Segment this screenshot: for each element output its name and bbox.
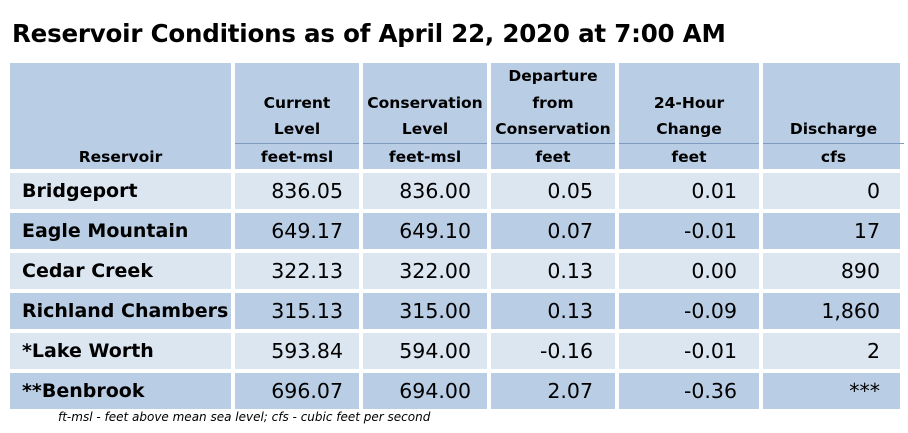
table-row: Richland Chambers 315.13 315.00 0.13 -0.09 1,…	[10, 293, 900, 329]
cell-conservation-level: 694.00	[399, 379, 471, 403]
header-reservoir: Reservoir	[10, 63, 231, 172]
table-body: Bridgeport 836.05 836.00 0.05 0.01 0 Eagle Mou…	[10, 173, 900, 409]
header-conservation-line1: Conservation	[367, 93, 483, 112]
header-departure-line2: from	[532, 93, 574, 112]
cell-reservoir-name: Cedar Creek	[22, 260, 153, 282]
cell-discharge: 1,860	[821, 299, 880, 323]
cell-reservoir-name: *Lake Worth	[22, 340, 154, 362]
page-title: Reservoir Conditions as of April 22, 202…	[12, 19, 726, 48]
cell-current-level: 836.05	[271, 179, 343, 203]
header-24hour-change: 24-Hour Change feet	[619, 63, 759, 172]
header-reservoir-label: Reservoir	[78, 147, 163, 166]
table-row: *Lake Worth 593.84 594.00 -0.16 -0.01 2	[10, 333, 900, 369]
cell-reservoir-name: **Benbrook	[22, 380, 145, 402]
header-discharge-label: Discharge	[789, 120, 878, 138]
cell-departure: 0.13	[547, 259, 593, 283]
header-current-unit: feet-msl	[235, 142, 359, 171]
header-discharge: Discharge cfs	[763, 63, 904, 172]
cell-departure: 0.05	[547, 179, 593, 203]
header-current-line1: Current	[263, 93, 331, 112]
cell-discharge: 0	[866, 179, 880, 203]
table-row: Cedar Creek 322.13 322.00 0.13 0.00 890	[10, 253, 900, 289]
header-departure: Departure from Conservation feet	[491, 63, 615, 172]
cell-24hour-change: -0.01	[683, 339, 737, 363]
cell-departure: 2.07	[547, 379, 593, 403]
cell-departure: 0.13	[547, 299, 593, 323]
cell-conservation-level: 315.00	[399, 299, 471, 323]
header-change-line2: Change	[656, 120, 722, 138]
header-departure-line1: Departure	[508, 67, 598, 85]
table-header: Reservoir Current Level feet-msl Conserv…	[10, 63, 904, 172]
header-change-unit: feet	[619, 142, 759, 171]
header-conservation-level: Conservation Level feet-msl	[363, 63, 487, 172]
cell-discharge: 2	[866, 339, 880, 363]
header-conservation-unit: feet-msl	[363, 142, 487, 171]
reservoir-table: Reservoir Current Level feet-msl Conserv…	[10, 63, 904, 409]
cell-reservoir-name: Eagle Mountain	[22, 220, 189, 242]
cell-current-level: 649.17	[271, 219, 343, 243]
cell-24hour-change: 0.01	[691, 179, 737, 203]
footnote: ft-msl - feet above mean sea level; cfs …	[58, 410, 431, 424]
header-departure-unit: feet	[491, 142, 615, 171]
header-current-line2: Level	[273, 120, 321, 138]
header-discharge-unit: cfs	[763, 142, 904, 171]
cell-24hour-change: -0.09	[683, 299, 737, 323]
cell-discharge: 890	[840, 259, 880, 283]
cell-24hour-change: 0.00	[691, 259, 737, 283]
table-row: Bridgeport 836.05 836.00 0.05 0.01 0	[10, 173, 900, 209]
cell-current-level: 696.07	[271, 379, 343, 403]
table-row: Eagle Mountain 649.17 649.10 0.07 -0.01 17	[10, 213, 900, 249]
cell-conservation-level: 322.00	[399, 259, 471, 283]
cell-discharge: 17	[853, 219, 880, 243]
cell-reservoir-name: Bridgeport	[22, 180, 138, 202]
cell-departure: -0.16	[539, 339, 593, 363]
cell-24hour-change: -0.01	[683, 219, 737, 243]
cell-current-level: 593.84	[271, 339, 343, 363]
cell-current-level: 315.13	[271, 299, 343, 323]
cell-conservation-level: 594.00	[399, 339, 471, 363]
cell-conservation-level: 836.00	[399, 179, 471, 203]
cell-24hour-change: -0.36	[683, 379, 737, 403]
cell-discharge: ***	[849, 379, 880, 403]
header-change-line1: 24-Hour	[653, 93, 725, 112]
header-conservation-line2: Level	[401, 120, 449, 138]
cell-current-level: 322.13	[271, 259, 343, 283]
cell-departure: 0.07	[547, 219, 593, 243]
cell-conservation-level: 649.10	[399, 219, 471, 243]
header-current-level: Current Level feet-msl	[235, 63, 359, 172]
header-departure-line3: Conservation	[495, 120, 611, 138]
cell-reservoir-name: Richland Chambers	[22, 300, 229, 322]
table-row: **Benbrook 696.07 694.00 2.07 -0.36 ***	[10, 373, 900, 409]
